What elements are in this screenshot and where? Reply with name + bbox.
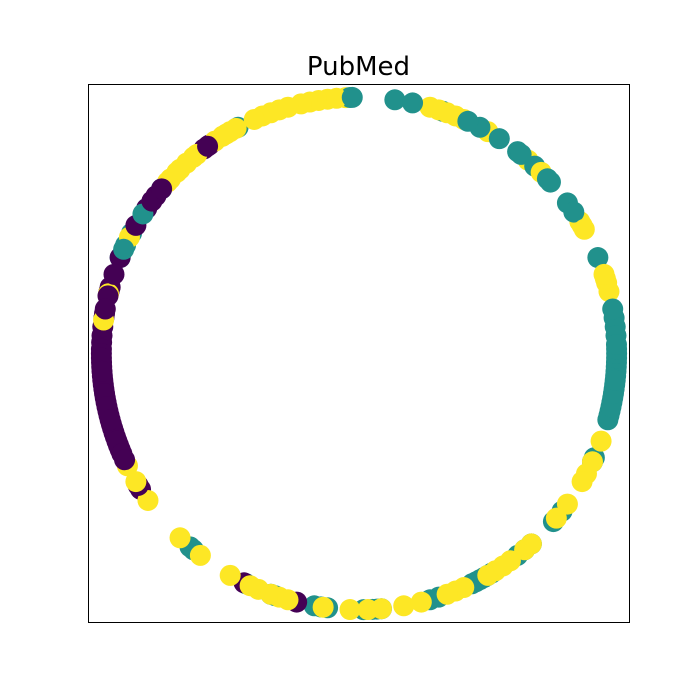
scatter-point-class-2	[219, 564, 241, 586]
scatter-point-class-1	[384, 89, 406, 111]
scatter-point-class-2	[410, 591, 432, 613]
scatter-point-class-0	[91, 360, 113, 382]
chart-title: PubMed	[307, 52, 410, 82]
scatter-point-class-0	[94, 298, 116, 320]
scatter-point-class-2	[225, 117, 247, 139]
scatter-point-class-1	[605, 334, 627, 356]
scatter-point-class-1	[563, 201, 585, 223]
scatter-point-class-0	[151, 178, 173, 200]
scatter-point-class-1	[536, 168, 558, 190]
scatter-point-class-2	[556, 493, 578, 515]
scatter-point-class-2	[125, 471, 147, 493]
scatter-point-class-2	[436, 102, 458, 124]
scatter-point-class-2	[393, 595, 415, 617]
scatter-point-class-1	[602, 298, 624, 320]
scatter-point-class-2	[545, 507, 567, 529]
scatter-point-class-2	[581, 451, 603, 473]
scatter-point-class-2	[477, 564, 499, 586]
scatter-point-class-2	[590, 430, 612, 452]
scatter-point-class-2	[169, 527, 191, 549]
scatter-point-class-2	[277, 96, 299, 118]
scatter-point-class-2	[436, 583, 458, 605]
scatter-point-class-2	[137, 489, 159, 511]
plot-frame	[88, 84, 630, 623]
scatter-point-class-2	[520, 533, 542, 555]
scatter-point-class-2	[182, 146, 204, 168]
scatter-point-class-1	[113, 238, 135, 260]
scatter-point-class-1	[510, 143, 532, 165]
scatter-point-class-2	[571, 471, 593, 493]
scatter-point-class-1	[604, 369, 626, 391]
scatter-point-class-2	[593, 263, 615, 285]
scatter-point-class-0	[197, 135, 219, 157]
scatter-point-class-2	[312, 596, 334, 618]
scatter-point-class-1	[402, 92, 424, 114]
scatter-point-class-2	[573, 218, 595, 240]
scatter-point-class-1	[341, 86, 363, 108]
scatter-point-class-1	[488, 128, 510, 150]
scatter-point-class-1	[457, 110, 479, 132]
scatter-point-class-2	[492, 555, 514, 577]
scatter-point-class-0	[99, 409, 121, 431]
scatter-point-class-2	[243, 108, 265, 130]
scatter-point-class-0	[114, 449, 136, 471]
scatter-points	[90, 86, 628, 621]
scatter-point-class-0	[103, 263, 125, 285]
scatter-point-class-1	[587, 247, 609, 269]
scatter-point-class-2	[260, 583, 282, 605]
scatter-point-class-2	[239, 575, 261, 597]
scatter-point-class-2	[189, 544, 211, 566]
scatter-point-class-2	[339, 599, 361, 621]
scatter-point-class-2	[277, 589, 299, 611]
scatter-point-class-2	[370, 598, 392, 620]
scatter-point-class-2	[326, 87, 348, 109]
